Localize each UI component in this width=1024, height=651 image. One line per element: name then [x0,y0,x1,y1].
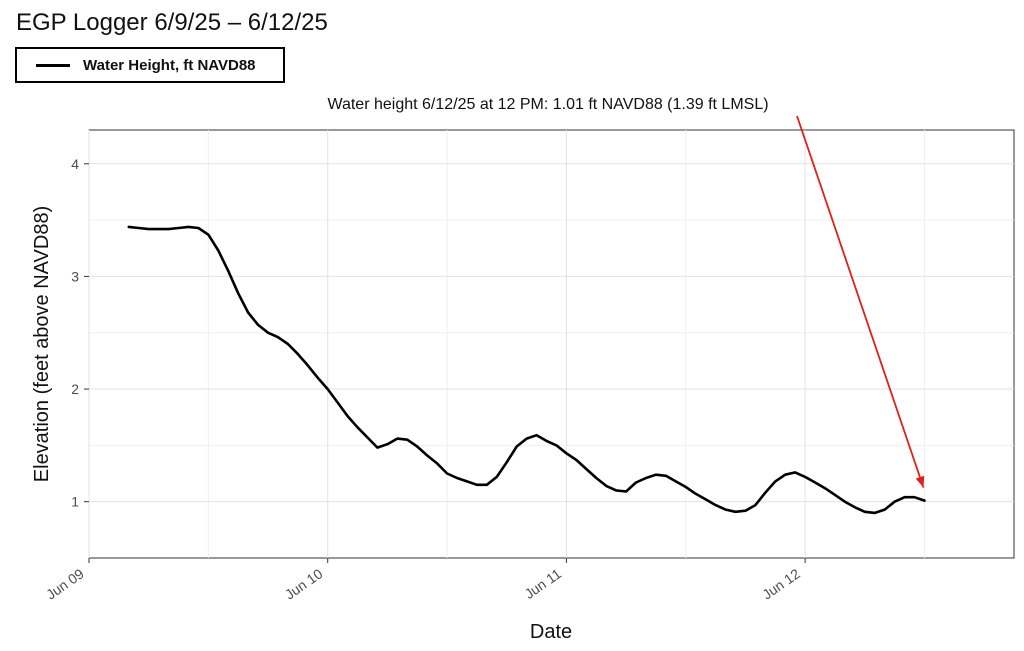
y-axis-label: Elevation (feet above NAVD88) [31,206,53,482]
series-layer [127,225,926,515]
annotation-arrowhead [915,475,925,488]
y-tick-label: 1 [71,494,79,510]
annotation: Water height 6/12/25 at 12 PM: 1.01 ft N… [327,96,925,488]
y-tick-label: 3 [71,268,79,284]
gridlines-major [88,130,1014,558]
annotation-arrow-line [796,115,925,488]
x-tick-label: Jun 11 [521,565,564,602]
x-axis-label: Date [530,621,572,643]
y-tick-label: 2 [71,381,79,397]
x-tick-label: Jun 12 [759,565,803,602]
legend-line-swatch [36,63,70,67]
annotation-text: Water height 6/12/25 at 12 PM: 1.01 ft N… [327,96,768,113]
plot-panel [88,129,1015,559]
y-tick-label: 4 [71,156,79,172]
legend: Water Height, ft NAVD88 [15,47,285,83]
series-line [127,225,926,515]
x-tick-label: Jun 10 [282,565,326,602]
x-tick-label: Jun 09 [43,565,87,602]
chart-title: EGP Logger 6/9/25 – 6/12/25 [16,9,328,36]
legend-label: Water Height, ft NAVD88 [83,56,256,74]
